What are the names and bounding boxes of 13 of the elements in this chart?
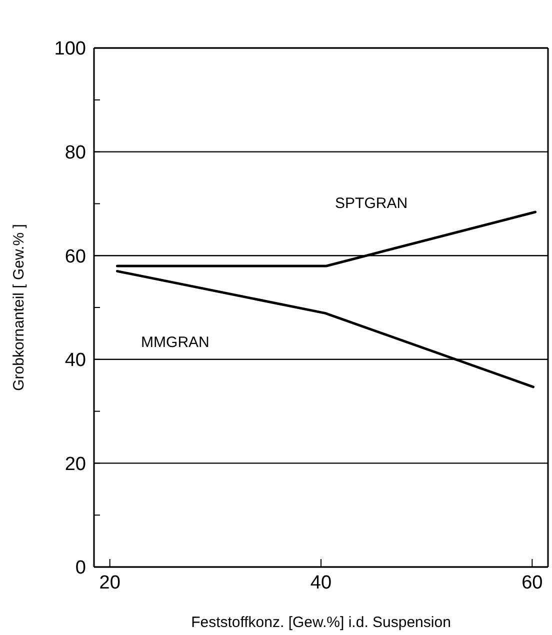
y-tick-label: 60 [64, 246, 86, 268]
y-tick-label: 20 [64, 454, 86, 475]
x-tick-label: 60 [522, 572, 543, 594]
text: SPTGRAN [335, 194, 408, 212]
x-axis-title: Feststoffkonz. [Gew.%] i.d. Suspension [191, 614, 451, 631]
y-tick-label: 100 [54, 38, 86, 60]
x-tick-label: 20 [99, 572, 120, 594]
y-tick-label: 80 [64, 142, 86, 164]
y-tick-label: 0 [75, 558, 86, 579]
y-tick-label: 40 [64, 350, 86, 372]
x-tick-label: 40 [310, 572, 332, 594]
y-axis-title: Grobkornanteil [ Gew.% ] [10, 224, 28, 391]
text: MMGRAN [141, 334, 210, 352]
